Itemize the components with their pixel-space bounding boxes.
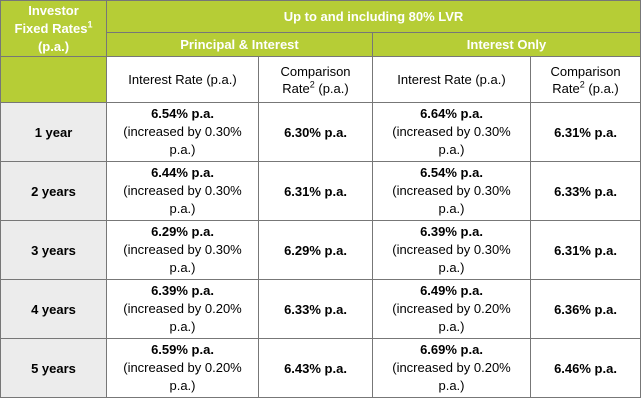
col-comparison-io-suffix: (p.a.) [584, 80, 619, 96]
io-rate-cell: 6.49% p.a. (increased by 0.20% p.a.) [372, 279, 531, 339]
pi-rate-cell: 6.39% p.a. (increased by 0.20% p.a.) [106, 279, 259, 339]
lvr-title: Up to and including 80% LVR [105, 0, 642, 33]
io-comparison-cell: 6.36% p.a. [529, 279, 642, 339]
pi-comparison-cell: 6.33% p.a. [258, 279, 373, 339]
col-comparison-io-word: Rate [552, 80, 580, 96]
corner-footnote-marker: 1 [87, 19, 93, 30]
io-comparison-cell: 6.31% p.a. [529, 102, 642, 162]
corner-line1: Investor [28, 2, 79, 18]
term-cell: 3 years [0, 220, 107, 280]
term-cell: 1 year [0, 102, 107, 162]
io-rate-value: 6.69% p.a. [420, 342, 483, 357]
io-rate-cell: 6.54% p.a. (increased by 0.30% p.a.) [372, 161, 531, 221]
pi-rate-note-line2: p.a.) [169, 319, 196, 334]
pi-rate-note-line1: (increased by 0.20% [123, 301, 242, 316]
col-comparison-io-footnote: 2 [579, 79, 585, 90]
pi-rate-cell: 6.29% p.a. (increased by 0.30% p.a.) [106, 220, 259, 280]
pi-rate-note-line1: (increased by 0.30% [123, 183, 242, 198]
table-row: 2 years 6.44% p.a. (increased by 0.30% p… [0, 161, 642, 221]
io-rate-value: 6.64% p.a. [420, 106, 483, 121]
pi-rate-note-line2: p.a.) [169, 378, 196, 393]
io-rate-note-line2: p.a.) [438, 201, 465, 216]
pi-comparison-cell: 6.43% p.a. [258, 338, 373, 398]
io-comparison-cell: 6.31% p.a. [529, 220, 642, 280]
term-cell: 4 years [0, 279, 107, 339]
corner-line2: Fixed Rates [14, 20, 88, 36]
pi-rate-note-line1: (increased by 0.30% [123, 242, 242, 257]
group-principal-interest: Principal & Interest [106, 32, 373, 57]
pi-rate-note-line1: (increased by 0.20% [123, 360, 242, 375]
io-rate-value: 6.49% p.a. [420, 283, 483, 298]
io-rate-cell: 6.39% p.a. (increased by 0.30% p.a.) [372, 220, 531, 280]
table-row: 4 years 6.39% p.a. (increased by 0.20% p… [0, 279, 642, 339]
io-rate-note-line1: (increased by 0.30% [392, 124, 511, 139]
term-header-spacer [0, 56, 107, 103]
col-interest-rate-io: Interest Rate (p.a.) [372, 56, 531, 103]
pi-comparison-cell: 6.29% p.a. [258, 220, 373, 280]
pi-rate-cell: 6.54% p.a. (increased by 0.30% p.a.) [106, 102, 259, 162]
table-row: 1 year 6.54% p.a. (increased by 0.30% p.… [0, 102, 642, 162]
io-rate-cell: 6.64% p.a. (increased by 0.30% p.a.) [372, 102, 531, 162]
io-rate-value: 6.39% p.a. [420, 224, 483, 239]
col-interest-rate-pi: Interest Rate (p.a.) [106, 56, 259, 103]
col-comparison-pi-line1: Comparison [280, 63, 351, 79]
pi-rate-note-line2: p.a.) [169, 260, 196, 275]
term-cell: 2 years [0, 161, 107, 221]
corner-line3: (p.a.) [37, 38, 70, 54]
io-rate-note-line2: p.a.) [438, 378, 465, 393]
io-rate-note-line2: p.a.) [438, 142, 465, 157]
pi-rate-value: 6.29% p.a. [151, 224, 214, 239]
pi-rate-note-line2: p.a.) [169, 201, 196, 216]
io-rate-note-line1: (increased by 0.30% [392, 242, 511, 257]
col-comparison-pi-suffix: (p.a.) [314, 80, 349, 96]
pi-comparison-cell: 6.30% p.a. [258, 102, 373, 162]
col-comparison-io-line1: Comparison [550, 63, 621, 79]
corner-header-cell: Investor Fixed Rates1 (p.a.) [0, 0, 107, 57]
io-rate-note-line1: (increased by 0.20% [392, 360, 511, 375]
io-rate-note-line1: (increased by 0.30% [392, 183, 511, 198]
io-rate-value: 6.54% p.a. [420, 165, 483, 180]
pi-rate-note-line2: p.a.) [169, 142, 196, 157]
pi-rate-value: 6.59% p.a. [151, 342, 214, 357]
pi-comparison-cell: 6.31% p.a. [258, 161, 373, 221]
col-comparison-pi-word: Rate [282, 80, 310, 96]
col-comparison-rate-pi: Comparison Rate2 (p.a.) [258, 56, 373, 103]
pi-rate-value: 6.54% p.a. [151, 106, 214, 121]
col-comparison-pi-footnote: 2 [309, 79, 315, 90]
io-rate-cell: 6.69% p.a. (increased by 0.20% p.a.) [372, 338, 531, 398]
io-comparison-cell: 6.33% p.a. [529, 161, 642, 221]
pi-rate-value: 6.44% p.a. [151, 165, 214, 180]
group-interest-only: Interest Only [371, 32, 642, 57]
io-rate-note-line1: (increased by 0.20% [392, 301, 511, 316]
col-comparison-rate-io: Comparison Rate2 (p.a.) [529, 56, 642, 103]
io-rate-note-line2: p.a.) [438, 319, 465, 334]
table-row: 5 years 6.59% p.a. (increased by 0.20% p… [0, 338, 642, 398]
pi-rate-note-line1: (increased by 0.30% [123, 124, 242, 139]
term-cell: 5 years [0, 338, 107, 398]
pi-rate-cell: 6.59% p.a. (increased by 0.20% p.a.) [106, 338, 259, 398]
io-comparison-cell: 6.46% p.a. [529, 338, 642, 398]
pi-rate-value: 6.39% p.a. [151, 283, 214, 298]
io-rate-note-line2: p.a.) [438, 260, 465, 275]
table-row: 3 years 6.29% p.a. (increased by 0.30% p… [0, 220, 642, 280]
pi-rate-cell: 6.44% p.a. (increased by 0.30% p.a.) [106, 161, 259, 221]
